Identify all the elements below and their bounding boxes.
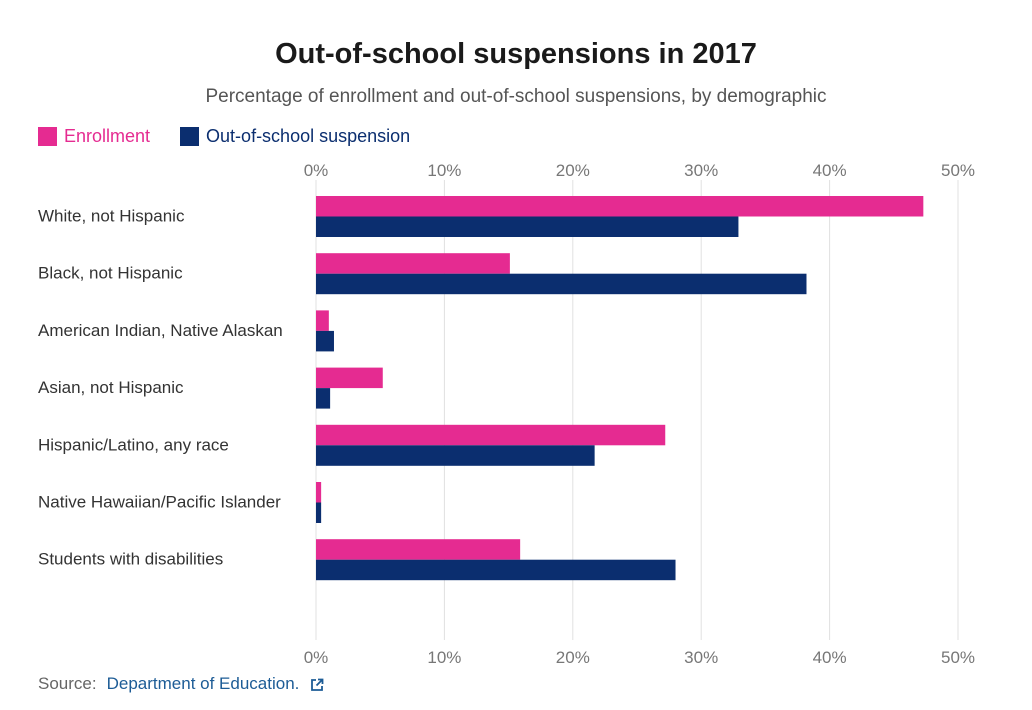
source-link-text: Department of Education.: [106, 674, 300, 693]
source-line: Source: Department of Education.: [38, 672, 324, 696]
enrollment-bar: [316, 253, 510, 274]
external-link-icon: [311, 678, 324, 691]
x-tick-label-bottom: 50%: [941, 648, 975, 667]
enrollment-bar: [316, 424, 666, 446]
suspension-bar: [316, 502, 322, 523]
category-label: Black, not Hispanic: [38, 264, 183, 283]
legend-item-suspension: Out-of-school suspension: [180, 124, 410, 148]
suspension-bar: [316, 330, 334, 352]
enrollment-bar: [316, 482, 322, 503]
category-label: Asian, not Hispanic: [38, 378, 184, 397]
category-label: Hispanic/Latino, any race: [38, 435, 229, 454]
legend-label-enrollment: Enrollment: [64, 126, 151, 146]
x-tick-label-top: 10%: [427, 161, 461, 180]
x-tick-label-bottom: 40%: [813, 648, 847, 667]
source-label: Source:: [38, 674, 97, 693]
chart-subtitle: Percentage of enrollment and out-of-scho…: [205, 86, 827, 107]
x-tick-label-top: 50%: [941, 161, 975, 180]
category-label: Native Hawaiian/Pacific Islander: [38, 493, 281, 512]
legend-swatch-suspension: [180, 126, 200, 146]
x-tick-label-bottom: 30%: [684, 648, 718, 667]
category-label: Students with disabilities: [38, 550, 223, 569]
enrollment-bar: [316, 310, 329, 331]
suspension-bar: [316, 273, 807, 295]
x-tick-label-top: 30%: [684, 161, 718, 180]
x-tick-label-top: 20%: [556, 161, 590, 180]
x-tick-label-bottom: 0%: [304, 648, 329, 667]
legend: Enrollment Out-of-school suspension: [38, 124, 440, 148]
x-tick-label-bottom: 10%: [427, 648, 461, 667]
legend-item-enrollment: Enrollment: [38, 124, 150, 148]
enrollment-bar: [316, 367, 383, 389]
source-link[interactable]: Department of Education.: [107, 672, 325, 696]
legend-label-suspension: Out-of-school suspension: [206, 126, 411, 146]
enrollment-bar: [316, 539, 521, 560]
suspension-bar: [316, 216, 739, 237]
category-label: American Indian, Native Alaskan: [38, 321, 283, 340]
legend-swatch-enrollment: [38, 126, 57, 146]
enrollment-bar: [316, 196, 924, 217]
x-tick-label-bottom: 20%: [556, 648, 590, 667]
category-label: White, not Hispanic: [38, 207, 185, 226]
suspension-bar: [316, 388, 331, 409]
suspension-bar: [316, 445, 595, 466]
x-tick-label-top: 40%: [813, 161, 847, 180]
chart-title: Out-of-school suspensions in 2017: [275, 38, 757, 70]
x-tick-label-top: 0%: [304, 161, 329, 180]
suspension-bar: [316, 559, 676, 581]
